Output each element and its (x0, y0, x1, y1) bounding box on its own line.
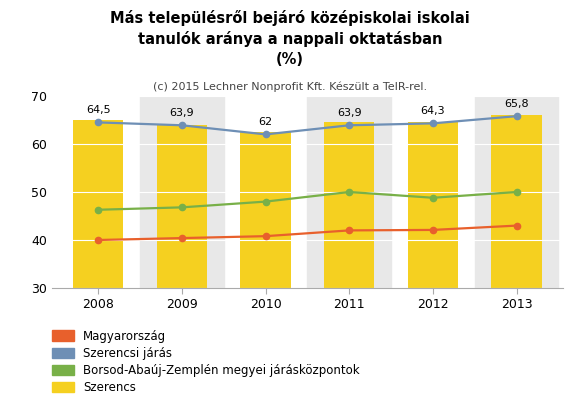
Text: 62: 62 (259, 118, 273, 128)
Text: (c) 2015 Lechner Nonprofit Kft. Készült a TeIR-rel.: (c) 2015 Lechner Nonprofit Kft. Készült … (153, 82, 427, 92)
Bar (324, 122, 374, 288)
Bar (140, 96, 224, 288)
Bar (408, 122, 458, 288)
Legend: Magyarország, Szerencsi járás, Borsod-Abaúj-Zemplén megyei járásközpontok, Szere: Magyarország, Szerencsi járás, Borsod-Ab… (52, 330, 360, 394)
Bar (73, 120, 124, 288)
Bar (491, 115, 542, 288)
Text: 65,8: 65,8 (504, 99, 529, 109)
Text: 64,3: 64,3 (420, 106, 445, 116)
Bar (475, 96, 559, 288)
Bar (241, 132, 291, 288)
Text: Más településről bejáró középiskolai iskolai
tanulók aránya a nappali oktatásban: Más településről bejáró középiskolai isk… (110, 10, 470, 67)
Text: 63,9: 63,9 (169, 108, 194, 118)
Bar (307, 96, 391, 288)
Text: 64,5: 64,5 (86, 106, 111, 116)
Bar (157, 125, 207, 288)
Text: 63,9: 63,9 (337, 108, 361, 118)
